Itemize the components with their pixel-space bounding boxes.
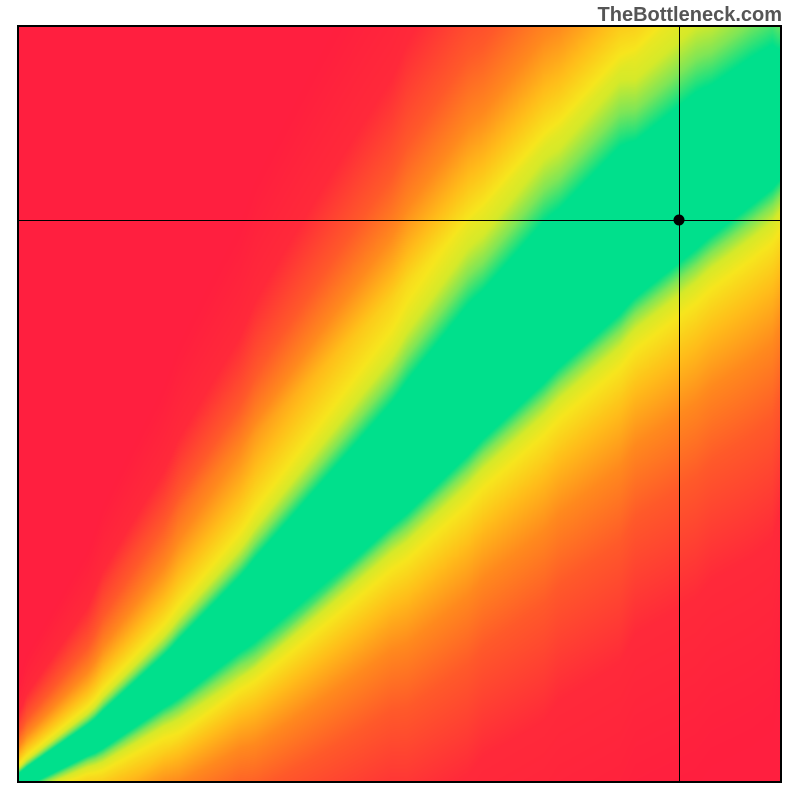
crosshair-vertical [679,27,680,781]
plot-frame [17,25,782,783]
crosshair-horizontal [19,220,780,221]
watermark-text: TheBottleneck.com [598,4,782,27]
crosshair-marker [674,215,685,226]
heatmap-canvas [19,27,780,781]
